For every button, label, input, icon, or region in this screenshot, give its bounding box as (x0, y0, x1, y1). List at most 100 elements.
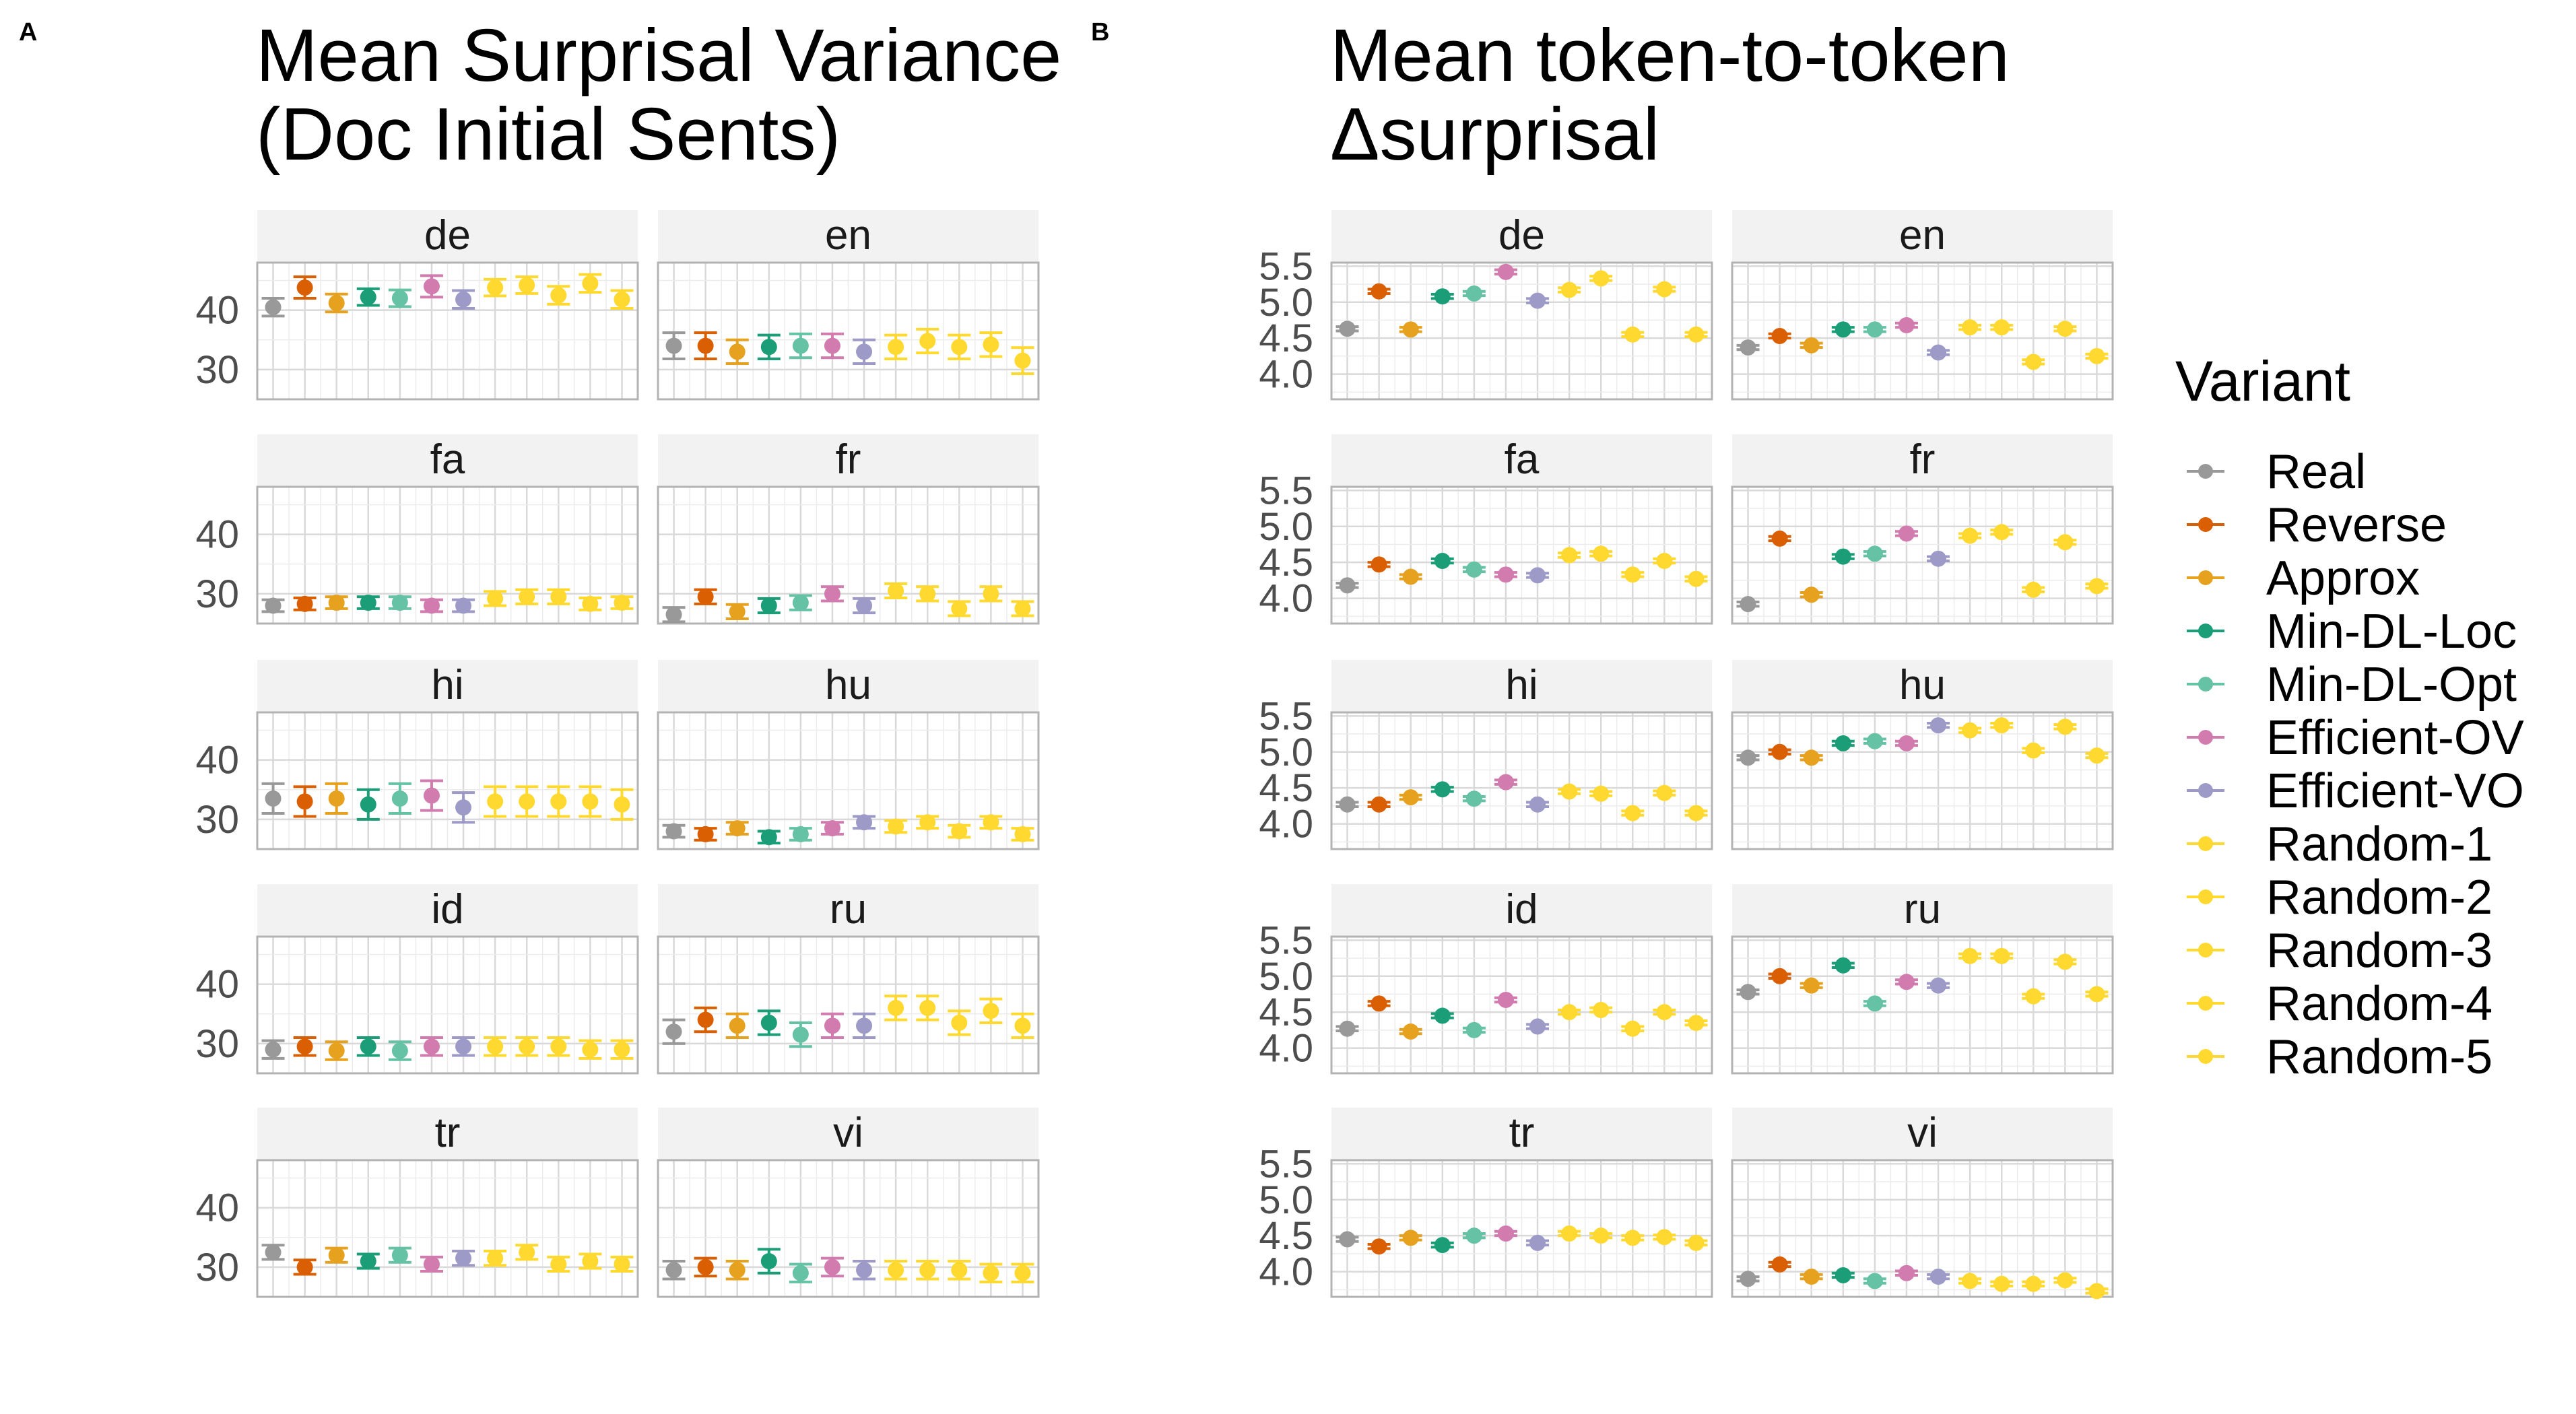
data-point (1014, 826, 1031, 842)
facet-border (1731, 485, 2114, 625)
y-tick-label: 40 (195, 739, 239, 782)
data-point (697, 1258, 714, 1275)
facet-ru: ru (657, 884, 1040, 1075)
panel-b-title-line1: Mean token-to-token (1330, 14, 2010, 97)
data-point (792, 826, 809, 842)
data-point (1771, 530, 1788, 547)
data-point (1866, 545, 1883, 562)
data-point (582, 595, 599, 612)
facet-strip (658, 884, 1038, 937)
data-point (919, 814, 936, 831)
legend: RealReverseApproxMin-DL-LocMin-DL-OptEff… (2187, 445, 2524, 1084)
data-point (1529, 796, 1546, 813)
y-tick-label: 5.0 (1259, 281, 1313, 325)
facet-border (256, 935, 639, 1075)
data-point (423, 278, 440, 295)
facet-border (1330, 485, 1713, 625)
facet-label: en (1899, 212, 1946, 259)
data-point (1688, 1015, 1705, 1032)
y-tick-label: 5.5 (1259, 918, 1313, 962)
data-point (360, 595, 376, 611)
data-point (888, 999, 904, 1016)
data-point (1962, 527, 1979, 544)
facet-border (1330, 711, 1713, 850)
data-point (1339, 796, 1356, 813)
data-point (2057, 321, 2074, 337)
legend-item: Random-5 (2187, 1030, 2492, 1084)
data-point (1014, 600, 1031, 617)
data-point (1339, 321, 1356, 337)
data-point (1898, 1265, 1915, 1281)
data-point (1561, 783, 1578, 800)
data-point (614, 595, 630, 611)
data-point (1688, 1234, 1705, 1251)
data-point (856, 814, 873, 831)
data-point (888, 1262, 904, 1279)
facet-strip (257, 210, 638, 263)
data-point (1993, 319, 2010, 336)
facet-label: fa (1505, 436, 1540, 483)
y-tick-label: 30 (195, 348, 239, 392)
data-point (519, 1244, 535, 1260)
data-point (487, 793, 504, 810)
data-point (1866, 1273, 1883, 1289)
data-point (455, 1250, 472, 1267)
facet-strip (257, 660, 638, 712)
facet-strip (1732, 434, 2113, 487)
data-point (1624, 566, 1641, 583)
facet-tr: tr 4.04.55.05.5 (1259, 1108, 1713, 1298)
facet-strip (1732, 884, 2113, 937)
y-tick-label: 5.5 (1259, 1142, 1313, 1186)
legend-label: Efficient-OV (2266, 711, 2524, 765)
data-point (1930, 717, 1947, 734)
data-point (856, 1017, 873, 1034)
data-point (983, 585, 999, 602)
data-point (1370, 283, 1387, 300)
data-point (1803, 1269, 1820, 1285)
facet-border (657, 935, 1040, 1075)
y-tick-label: 40 (195, 289, 239, 333)
data-point (582, 1041, 599, 1058)
facet-label: tr (435, 1110, 461, 1156)
data-point (1561, 547, 1578, 564)
data-point (455, 597, 472, 614)
data-point (487, 1038, 504, 1055)
legend-item: Reverse (2187, 498, 2447, 552)
facet-label: hi (1505, 662, 1538, 708)
data-point (760, 829, 777, 846)
data-point (423, 597, 440, 614)
data-point (550, 287, 567, 304)
facet-label: id (1505, 886, 1538, 933)
facet-hu: hu (657, 660, 1040, 850)
data-point (919, 333, 936, 349)
data-point (1465, 790, 1482, 807)
y-tick-label: 5.5 (1259, 244, 1313, 288)
data-point (1898, 525, 1915, 542)
data-point (614, 796, 630, 813)
data-point (1497, 263, 1514, 280)
data-point (1593, 270, 1610, 287)
facet-id: id 30 40 (195, 884, 639, 1075)
y-tick-label: 4.5 (1259, 1214, 1313, 1258)
data-point (487, 279, 504, 296)
y-tick-label: 4.5 (1259, 990, 1313, 1034)
data-point (1529, 567, 1546, 584)
facet-label: en (825, 212, 871, 259)
data-point (824, 1017, 840, 1034)
facet-de: de 30 40 (195, 210, 639, 401)
legend-item: Min-DL-Opt (2187, 658, 2517, 712)
data-point (792, 337, 809, 354)
y-tick-label: 40 (195, 513, 239, 557)
data-point (792, 1026, 809, 1043)
data-point (1497, 774, 1514, 790)
data-point (1370, 796, 1387, 813)
facet-strip (257, 1108, 638, 1160)
data-point (360, 289, 376, 306)
data-point (1624, 1020, 1641, 1037)
data-point (1688, 326, 1705, 343)
data-point (1465, 561, 1482, 578)
legend-key-point (2198, 889, 2213, 904)
data-point (1434, 1237, 1451, 1254)
facet-border (256, 485, 639, 625)
data-point (265, 1244, 282, 1260)
